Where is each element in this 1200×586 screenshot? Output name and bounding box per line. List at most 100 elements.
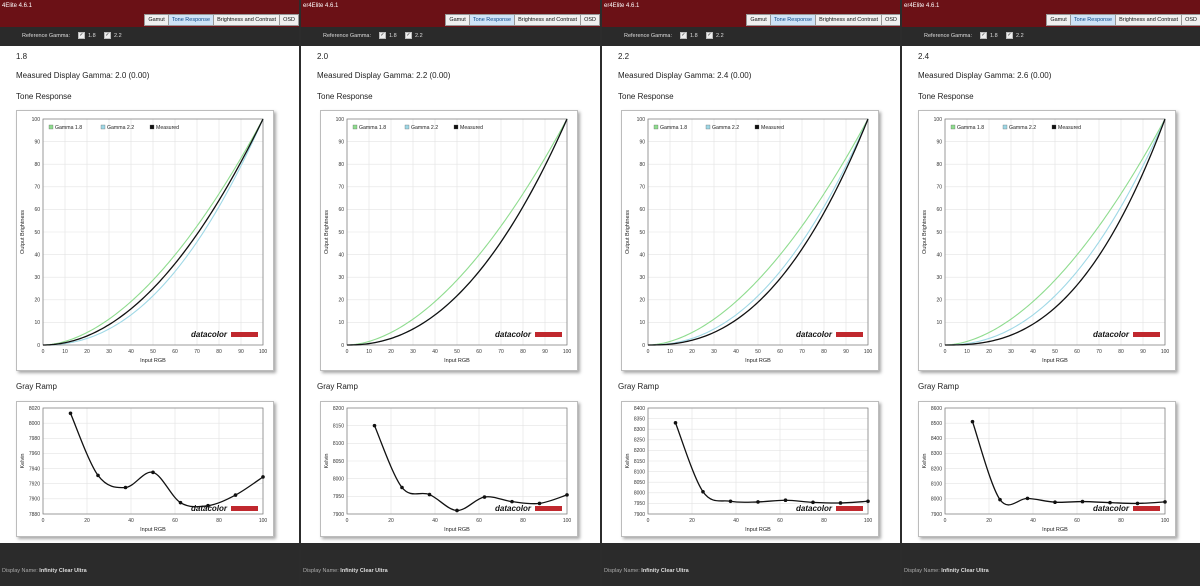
display-name-label: Display Name: bbox=[604, 568, 642, 574]
y-tick-label: 50 bbox=[338, 230, 344, 236]
display-name: Display Name: Infinity Clear Ultra bbox=[904, 568, 989, 574]
y-tick-label: 70 bbox=[639, 185, 645, 191]
plot-area bbox=[647, 118, 869, 346]
tab-tone-response[interactable]: Tone Response bbox=[468, 14, 516, 26]
y-tick-label: 8300 bbox=[931, 451, 942, 457]
checkbox-icon[interactable]: ✓ bbox=[104, 32, 111, 40]
x-tick-label: 90 bbox=[542, 349, 548, 355]
y-tick-label: 90 bbox=[338, 139, 344, 145]
legend-swatch bbox=[453, 124, 459, 130]
reference-gamma-option-label: 2.2 bbox=[716, 33, 724, 39]
checkbox-icon[interactable]: ✓ bbox=[680, 32, 687, 40]
tab-brightness-and-contrast[interactable]: Brightness and Contrast bbox=[213, 14, 281, 26]
reference-gamma-option[interactable]: ✓ 2.2 bbox=[104, 27, 122, 46]
y-tick-label: 8150 bbox=[634, 459, 645, 465]
y-axis-label: Output Brightness bbox=[922, 210, 928, 254]
gray-ramp-chart: 0 20 40 60 80 100 7900 8000 8100 8200 8300 8400 8500… bbox=[918, 401, 1176, 537]
chart-legend: Gamma 1.8 Gamma 2.2 Measured bbox=[950, 124, 1081, 131]
reference-gamma-option[interactable]: ✓ 1.8 bbox=[379, 27, 397, 46]
x-tick-label: 60 bbox=[476, 518, 482, 524]
y-tick-label: 10 bbox=[338, 320, 344, 326]
y-tick-label: 70 bbox=[338, 185, 344, 191]
y-axis-label: Output Brightness bbox=[324, 210, 330, 254]
x-tick-label: 100 bbox=[259, 518, 268, 524]
tab-tone-response[interactable]: Tone Response bbox=[769, 14, 817, 26]
ramp-point bbox=[510, 499, 514, 504]
y-tick-label: 7900 bbox=[29, 497, 40, 503]
plot-area bbox=[346, 407, 568, 515]
y-tick-label: 80 bbox=[34, 162, 40, 168]
ramp-point bbox=[1053, 500, 1057, 504]
reference-gamma-option[interactable]: ✓ 2.2 bbox=[706, 27, 724, 46]
tab-osd[interactable]: OSD bbox=[580, 14, 600, 26]
tab-brightness-and-contrast[interactable]: Brightness and Contrast bbox=[1115, 14, 1183, 26]
tab-brightness-and-contrast[interactable]: Brightness and Contrast bbox=[815, 14, 883, 26]
tab-brightness-and-contrast[interactable]: Brightness and Contrast bbox=[514, 14, 582, 26]
tab-gamut[interactable]: Gamut bbox=[144, 14, 169, 26]
x-tick-label: 80 bbox=[1118, 518, 1124, 524]
chart-legend: Gamma 1.8 Gamma 2.2 Measured bbox=[653, 124, 784, 131]
plot-area bbox=[346, 118, 568, 346]
y-tick-label: 7900 bbox=[634, 512, 645, 518]
y-tick-label: 10 bbox=[34, 320, 40, 326]
checkbox-icon[interactable]: ✓ bbox=[405, 32, 412, 40]
tab-bar: Gamut Tone Response Brightness and Contras… bbox=[445, 14, 600, 26]
chart-legend: Gamma 1.8 Gamma 2.2 Measured bbox=[48, 124, 179, 131]
checkbox-icon[interactable]: ✓ bbox=[78, 32, 85, 40]
ramp-line bbox=[971, 421, 1166, 506]
tab-osd[interactable]: OSD bbox=[1181, 14, 1200, 26]
checkbox-icon[interactable]: ✓ bbox=[1006, 32, 1013, 40]
plot-area bbox=[944, 407, 1166, 515]
x-tick-label: 20 bbox=[689, 349, 695, 355]
y-tick-label: 8400 bbox=[931, 436, 942, 442]
plot-area bbox=[42, 118, 264, 346]
tab-osd[interactable]: OSD bbox=[279, 14, 299, 26]
x-axis-label: Input RGB bbox=[745, 358, 771, 364]
x-tick-label: 80 bbox=[1118, 349, 1124, 355]
checkbox-icon[interactable]: ✓ bbox=[379, 32, 386, 40]
y-tick-label: 8200 bbox=[634, 448, 645, 454]
reference-gamma-option[interactable]: ✓ 2.2 bbox=[1006, 27, 1024, 46]
y-axis-label: Kelvin bbox=[625, 454, 631, 469]
legend-swatch bbox=[653, 124, 659, 130]
ramp-point bbox=[261, 475, 265, 479]
calibration-panel: er4Elite 4.6.1 Gamut Tone Response Brightne… bbox=[902, 0, 1200, 586]
window-title: er4Elite 4.6.1 bbox=[301, 0, 600, 13]
tab-tone-response[interactable]: Tone Response bbox=[1069, 14, 1117, 26]
x-tick-label: 70 bbox=[498, 349, 504, 355]
x-tick-label: 20 bbox=[84, 349, 90, 355]
tab-osd[interactable]: OSD bbox=[881, 14, 901, 26]
tab-gamut[interactable]: Gamut bbox=[1046, 14, 1071, 26]
ramp-line bbox=[69, 413, 264, 508]
tone-response-chart: 0 10 20 30 40 50 60 70 80 90 100 0 10 20 30 40 50 60 70 80 9… bbox=[621, 110, 879, 371]
brand-bar bbox=[1133, 506, 1160, 511]
checkbox-icon[interactable]: ✓ bbox=[980, 32, 987, 40]
checkbox-icon[interactable]: ✓ bbox=[706, 32, 713, 40]
datacolor-logo: datacolor bbox=[191, 504, 258, 513]
brand-text: datacolor bbox=[796, 504, 833, 513]
series-measured bbox=[648, 118, 869, 346]
tab-gamut[interactable]: Gamut bbox=[746, 14, 771, 26]
reference-gamma-option[interactable]: ✓ 1.8 bbox=[78, 27, 96, 46]
panel-separator bbox=[299, 0, 301, 586]
y-tick-label: 8000 bbox=[634, 491, 645, 497]
tab-tone-response[interactable]: Tone Response bbox=[167, 14, 215, 26]
tab-gamut[interactable]: Gamut bbox=[445, 14, 470, 26]
x-tick-label: 40 bbox=[432, 518, 438, 524]
legend-swatch bbox=[404, 124, 410, 130]
reference-gamma-option[interactable]: ✓ 1.8 bbox=[980, 27, 998, 46]
y-tick-label: 0 bbox=[37, 343, 40, 349]
calibration-panel: 4Elite 4.6.1 Gamut Tone Response Brightness… bbox=[0, 0, 299, 586]
x-tick-label: 0 bbox=[346, 349, 349, 355]
display-name-value: Infinity Clear Ultra bbox=[941, 568, 989, 574]
display-name-value: Infinity Clear Ultra bbox=[641, 568, 689, 574]
reference-gamma-option[interactable]: ✓ 2.2 bbox=[405, 27, 423, 46]
ramp-point bbox=[970, 419, 975, 424]
brand-bar bbox=[231, 332, 258, 337]
reference-gamma-option[interactable]: ✓ 1.8 bbox=[680, 27, 698, 46]
x-tick-label: 80 bbox=[216, 349, 222, 355]
y-tick-label: 8100 bbox=[333, 441, 344, 447]
reference-gamma-bar: Reference Gamma: ✓ 1.8 ✓ 2.2 bbox=[902, 27, 1200, 46]
x-tick-label: 100 bbox=[864, 518, 873, 524]
tab-strip: Gamut Tone Response Brightness and Contras… bbox=[602, 13, 901, 27]
